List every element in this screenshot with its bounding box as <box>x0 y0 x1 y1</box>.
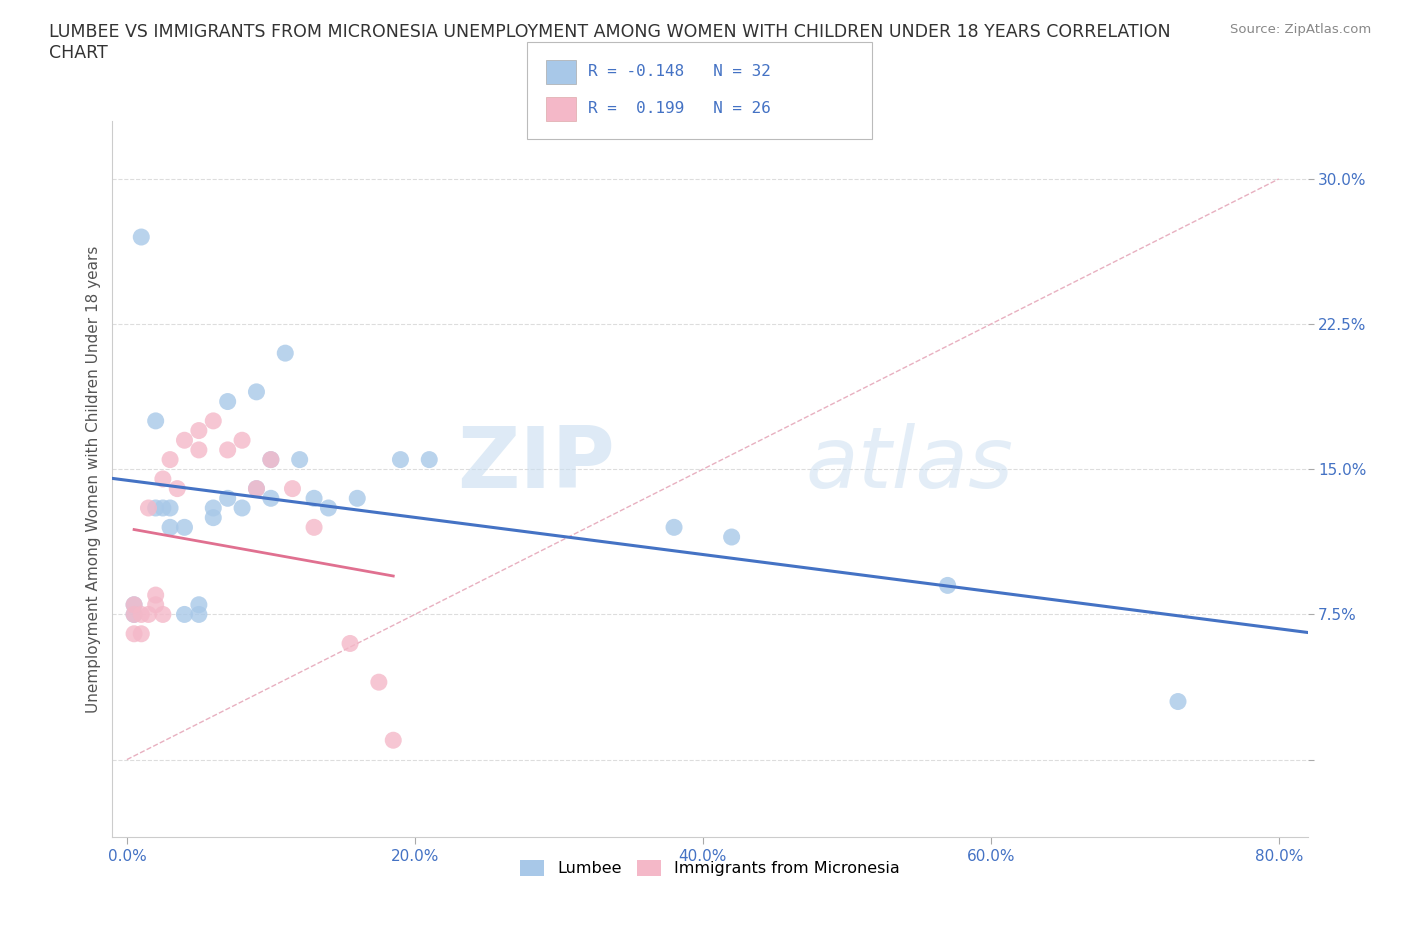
Point <box>274 346 297 361</box>
Point <box>217 394 239 409</box>
Point <box>122 597 145 612</box>
Point <box>231 500 253 515</box>
Point <box>159 452 181 467</box>
Text: Source: ZipAtlas.com: Source: ZipAtlas.com <box>1230 23 1371 36</box>
Point <box>217 443 239 458</box>
Point <box>202 500 225 515</box>
Point <box>159 500 181 515</box>
Point <box>318 500 340 515</box>
Point <box>389 452 412 467</box>
Point <box>202 511 225 525</box>
Point <box>245 481 267 496</box>
Point <box>382 733 405 748</box>
Point <box>231 432 253 447</box>
Point <box>122 607 145 622</box>
Point <box>202 414 225 429</box>
Point <box>152 607 174 622</box>
Point <box>288 452 311 467</box>
Point <box>145 500 167 515</box>
Point <box>145 414 167 429</box>
Text: R = -0.148   N = 32: R = -0.148 N = 32 <box>588 64 770 79</box>
Point <box>129 626 152 641</box>
Text: CHART: CHART <box>49 44 108 61</box>
Point <box>217 491 239 506</box>
Point <box>302 491 325 506</box>
Point <box>166 481 188 496</box>
Point <box>173 520 195 535</box>
Text: LUMBEE VS IMMIGRANTS FROM MICRONESIA UNEMPLOYMENT AMONG WOMEN WITH CHILDREN UNDE: LUMBEE VS IMMIGRANTS FROM MICRONESIA UNE… <box>49 23 1171 41</box>
Point <box>302 520 325 535</box>
Point <box>245 481 267 496</box>
Point <box>173 607 195 622</box>
Point <box>367 675 389 690</box>
Point <box>152 500 174 515</box>
Point <box>187 443 209 458</box>
Point <box>245 384 267 399</box>
Point <box>122 626 145 641</box>
Text: R =  0.199   N = 26: R = 0.199 N = 26 <box>588 101 770 116</box>
Point <box>662 520 685 535</box>
Point <box>122 607 145 622</box>
Legend: Lumbee, Immigrants from Micronesia: Lumbee, Immigrants from Micronesia <box>513 854 907 883</box>
Point <box>260 491 283 506</box>
Point <box>122 597 145 612</box>
Point <box>281 481 304 496</box>
Point <box>152 472 174 486</box>
Point <box>339 636 361 651</box>
Point <box>129 607 152 622</box>
Point <box>260 452 283 467</box>
Point <box>187 423 209 438</box>
Point <box>159 520 181 535</box>
Point <box>187 597 209 612</box>
Point <box>138 500 160 515</box>
Text: ZIP: ZIP <box>457 423 614 506</box>
Point <box>145 597 167 612</box>
Point <box>936 578 959 592</box>
Text: atlas: atlas <box>806 423 1014 506</box>
Point <box>187 607 209 622</box>
Point <box>720 529 742 544</box>
Point <box>173 432 195 447</box>
Point <box>260 452 283 467</box>
Point <box>145 588 167 603</box>
Point <box>129 230 152 245</box>
Point <box>418 452 440 467</box>
Y-axis label: Unemployment Among Women with Children Under 18 years: Unemployment Among Women with Children U… <box>86 246 101 712</box>
Point <box>1167 694 1189 709</box>
Point <box>138 607 160 622</box>
Point <box>346 491 368 506</box>
